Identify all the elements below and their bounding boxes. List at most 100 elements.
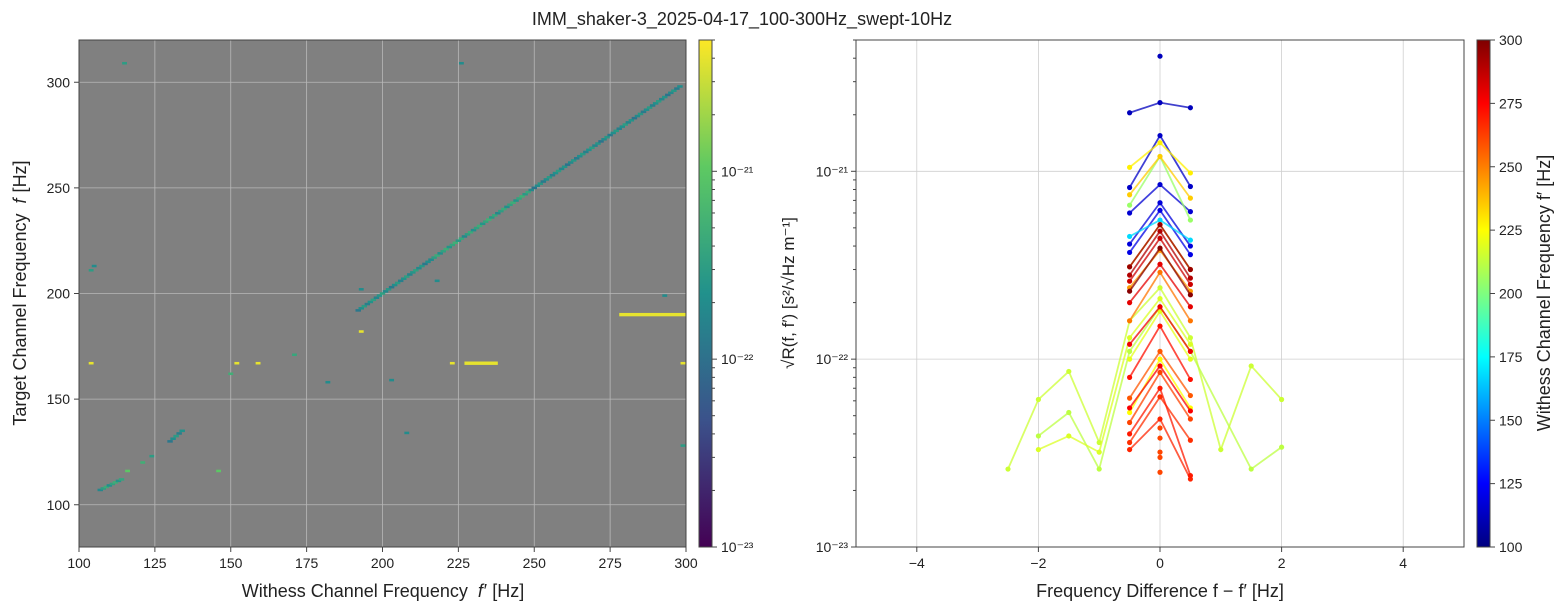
heatmap-cell: [464, 361, 498, 365]
heatmap-cell: [370, 298, 377, 302]
heatmap-cell: [391, 283, 398, 287]
x-tick-label: 4: [1399, 555, 1407, 571]
series-point: [1187, 195, 1193, 201]
heatmap-cell: [458, 61, 464, 65]
line-plot-colorbar-ticks: 100 125 150 175 200 225 250 275 300: [1490, 32, 1523, 555]
heatmap-cell: [558, 167, 565, 171]
x-tick-label: 275: [598, 555, 622, 571]
heatmap-cell: [125, 469, 130, 473]
series-point: [1157, 132, 1163, 139]
x-tick-label: 250: [523, 555, 547, 571]
heatmap-colorbar-ticks: 10⁻²³ 10⁻²² 10⁻²¹: [712, 39, 754, 555]
heatmap-cell: [604, 135, 610, 139]
heatmap-cell: [394, 281, 401, 285]
series-point: [1187, 281, 1193, 287]
heatmap-cell: [577, 154, 583, 158]
heatmap-cell: [501, 207, 507, 211]
line-plot-colorbar-label: Withess Channel Frequency f′ [Hz]: [1534, 155, 1554, 432]
heatmap-cell: [540, 180, 547, 183]
heatmap-cell: [425, 260, 431, 264]
series-point: [1157, 140, 1163, 146]
left-panel: 100 125 150 175 200 225 250 275 300 100 150 200 250…: [10, 39, 798, 601]
heatmap-cell: [355, 309, 361, 312]
heatmap-cell: [583, 150, 589, 154]
heatmap-cell: [452, 241, 459, 245]
heatmap-cell: [325, 380, 331, 384]
heatmap-cell: [516, 197, 522, 200]
series-point: [1096, 466, 1102, 472]
heatmap-cell: [461, 235, 468, 238]
series-point: [1187, 472, 1193, 479]
series-point: [1157, 153, 1163, 160]
series-point: [1187, 437, 1193, 443]
series-point: [1127, 264, 1133, 270]
heatmap-cell: [404, 275, 410, 278]
heatmap-cell: [112, 481, 119, 484]
series-point: [1157, 100, 1163, 106]
heatmap-cell: [555, 169, 562, 173]
series-point: [1187, 335, 1193, 341]
series-line: [1007, 286, 1283, 470]
heatmap-cell: [479, 222, 486, 226]
series-point: [1127, 446, 1133, 453]
x-tick-label: 2: [1278, 555, 1286, 571]
series-point: [1127, 164, 1133, 170]
series-point: [1187, 356, 1193, 362]
heatmap-cell: [440, 249, 446, 253]
series-point: [1157, 217, 1163, 223]
heatmap-cell: [631, 116, 638, 120]
series-point: [1127, 356, 1133, 362]
heatmap-cell: [422, 262, 428, 266]
series-point: [1157, 296, 1163, 302]
heatmap-cell: [662, 294, 668, 297]
colorbar-tick-label: 275: [1499, 95, 1523, 111]
series-point: [1157, 200, 1163, 206]
series-point: [1157, 304, 1163, 310]
series-point: [1096, 449, 1102, 455]
heatmap-cell: [431, 256, 437, 259]
series-point: [1127, 348, 1133, 354]
heatmap-cell: [437, 252, 443, 255]
series-point: [1157, 53, 1163, 59]
heatmap-cell: [674, 87, 680, 90]
y-tick-label: 10⁻²¹: [816, 163, 849, 179]
y-tick-label: 200: [47, 286, 71, 302]
heatmap-cell: [122, 61, 127, 65]
heatmap-x-label: Withess Channel Frequency f′ [Hz]: [242, 581, 525, 601]
heatmap-cell: [658, 97, 665, 101]
series-point: [1157, 235, 1163, 241]
y-tick-label: 10⁻²³: [816, 539, 849, 555]
heatmap-cell: [504, 205, 510, 209]
series-point: [1187, 170, 1193, 176]
heatmap-cell: [564, 163, 571, 166]
heatmap-cell: [376, 294, 383, 297]
series-point: [1187, 275, 1193, 281]
x-tick-label: 225: [447, 555, 471, 571]
series-point: [1187, 209, 1193, 215]
series-point: [1066, 433, 1072, 439]
colorbar-tick-label: 200: [1499, 286, 1523, 302]
series-point: [1187, 376, 1193, 383]
series-point: [1157, 323, 1163, 329]
heatmap-cell: [507, 203, 513, 207]
series-point: [1157, 356, 1163, 362]
series-point: [1248, 466, 1254, 472]
series-point: [1157, 269, 1163, 275]
series-point: [1035, 396, 1041, 403]
colorbar-tick-label: 150: [1499, 412, 1523, 428]
heatmap-cell: [100, 487, 107, 490]
series-point: [1127, 300, 1133, 306]
series-point: [1187, 318, 1193, 324]
series-point: [1035, 446, 1041, 453]
series-point: [1157, 222, 1163, 228]
heatmap-cell: [637, 112, 644, 116]
heatmap-cell: [628, 119, 635, 122]
heatmap-cell: [543, 178, 550, 181]
series-point: [1187, 217, 1193, 223]
heatmap-cell: [389, 378, 395, 382]
series-point: [1127, 374, 1133, 380]
colorbar-tick-label: 300: [1499, 32, 1523, 48]
heatmap-cell: [397, 279, 404, 283]
series-point: [1187, 266, 1193, 273]
series-line: [1038, 297, 1192, 454]
